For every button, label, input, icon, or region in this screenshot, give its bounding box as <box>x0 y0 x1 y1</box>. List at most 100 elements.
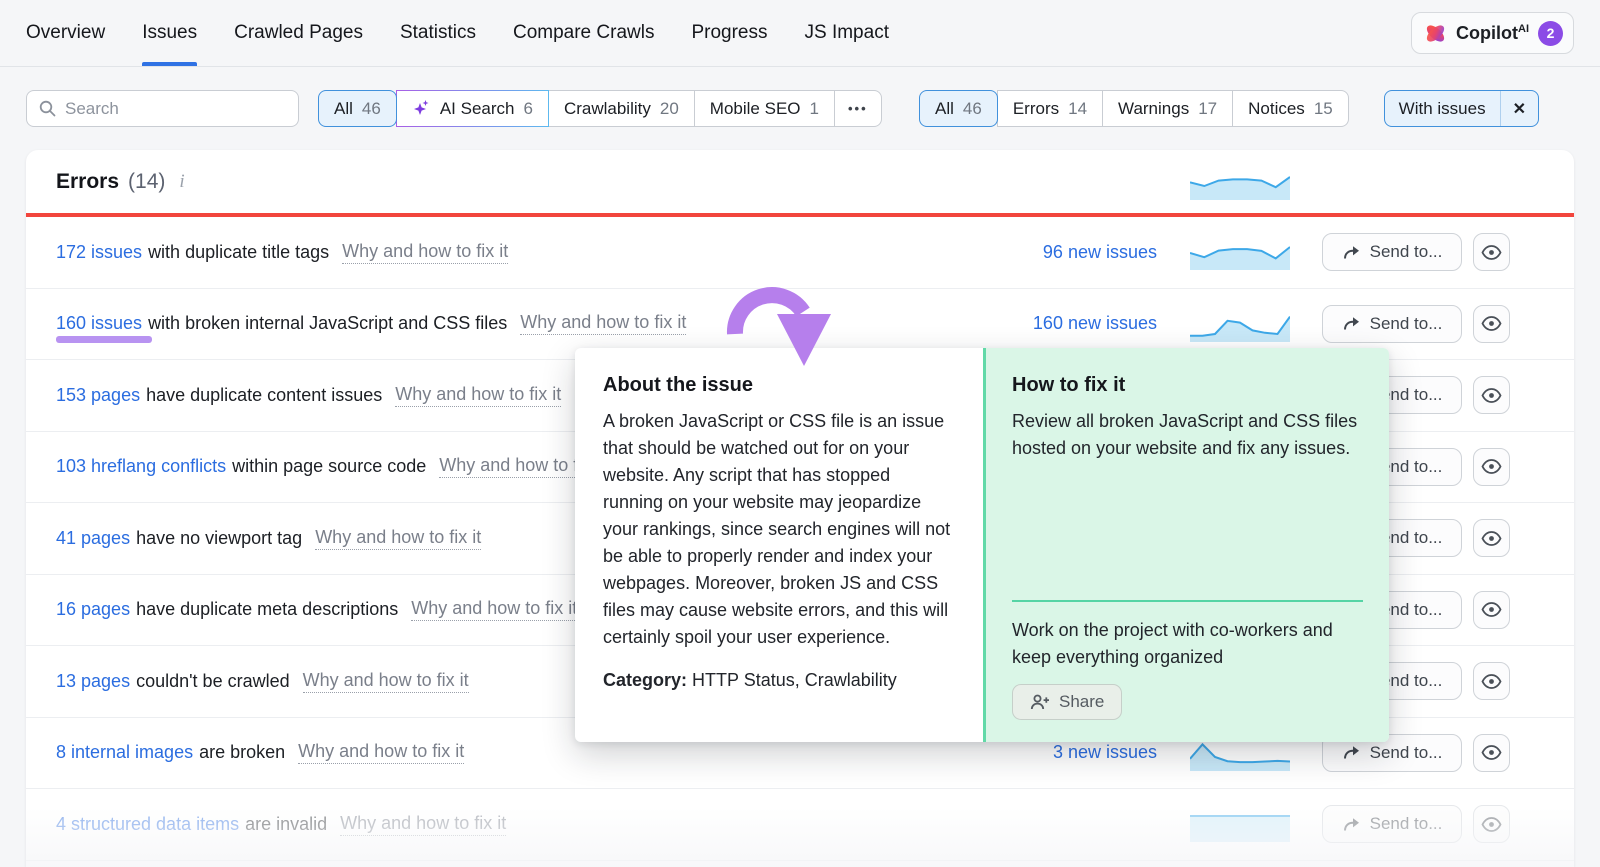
ellipsis-icon: ••• <box>847 101 868 116</box>
filter-mobile-seo[interactable]: Mobile SEO 1 <box>693 90 835 127</box>
issue-description: couldn't be crawled <box>136 670 290 691</box>
fix-title: How to fix it <box>1012 374 1126 396</box>
tab-js-impact[interactable]: JS Impact <box>804 22 889 43</box>
why-how-link[interactable]: Why and how to fix it <box>340 813 507 836</box>
visibility-button[interactable] <box>1473 805 1510 844</box>
tab-overview[interactable]: Overview <box>26 22 106 43</box>
issue-tooltip: About the issue A broken JavaScript or C… <box>575 348 1389 742</box>
visibility-button[interactable] <box>1473 733 1510 772</box>
issue-count-link[interactable]: 8 internal images <box>56 742 194 763</box>
eye-icon <box>1481 459 1502 475</box>
issue-count-link[interactable]: 13 pages <box>56 670 131 691</box>
eye-icon <box>1481 602 1502 618</box>
send-to-button[interactable]: Send to... <box>1322 304 1462 343</box>
why-how-link[interactable]: Why and how to fix it <box>302 670 469 693</box>
category-filter-group: All 46 AI Search 6 Crawlability 20 Mobile S… <box>318 90 882 127</box>
add-person-icon <box>1030 694 1050 710</box>
with-issues-filter[interactable]: With issues ✕ <box>1383 90 1539 127</box>
new-issues-link[interactable]: 160 new issues <box>1032 313 1157 334</box>
forward-arrow-icon <box>1342 817 1361 832</box>
visibility-button[interactable] <box>1473 304 1510 343</box>
forward-arrow-icon <box>1342 245 1361 260</box>
why-how-link[interactable]: Why and how to fix it <box>315 527 482 550</box>
forward-arrow-icon <box>1342 745 1361 760</box>
tab-issues[interactable]: Issues <box>142 0 197 66</box>
tab-crawled-pages[interactable]: Crawled Pages <box>234 22 363 43</box>
visibility-button[interactable] <box>1473 590 1510 629</box>
issue-sparkline <box>1190 315 1290 342</box>
issue-count-link[interactable]: 153 pages <box>56 384 141 405</box>
issue-description: are broken <box>199 742 286 763</box>
eye-icon <box>1481 816 1502 832</box>
filter-errors[interactable]: Errors 14 <box>996 90 1104 127</box>
copilot-button[interactable]: CopilotAI 2 <box>1411 12 1574 54</box>
issue-count-link[interactable]: 4 structured data items <box>56 813 240 834</box>
why-how-link[interactable]: Why and how to fix it <box>395 384 562 407</box>
filter-all-severities[interactable]: All 46 <box>919 90 998 127</box>
why-how-link[interactable]: Why and how to fix it <box>411 598 578 622</box>
errors-title: Errors <box>56 169 120 193</box>
issue-row: 160 issues with broken internal JavaScri… <box>26 289 1574 360</box>
issue-count-link[interactable]: 41 pages <box>56 527 131 548</box>
filter-all-categories[interactable]: All 46 <box>318 90 397 127</box>
issue-description: have duplicate content issues <box>146 384 383 405</box>
top-navigation: Overview Issues Crawled Pages Statistics… <box>0 0 1600 67</box>
issue-count-link[interactable]: 160 issues <box>56 313 143 334</box>
divider <box>1012 600 1363 602</box>
eye-icon <box>1481 530 1502 546</box>
visibility-button[interactable] <box>1473 519 1510 558</box>
issue-description: with duplicate title tags <box>148 241 330 262</box>
errors-count: (14) <box>128 169 166 193</box>
purple-highlight-marker <box>56 335 152 343</box>
issue-count-link[interactable]: 103 hreflang conflicts <box>56 456 227 477</box>
share-promo-text: Work on the project with co-workers and … <box>1012 620 1333 667</box>
issue-row: 8 internal images are broken Why and how… <box>26 718 1574 789</box>
tab-progress[interactable]: Progress <box>691 22 768 43</box>
copilot-logo-icon <box>1424 22 1447 45</box>
issue-sparkline <box>1190 815 1290 842</box>
errors-header: Errors (14) i <box>26 150 1574 213</box>
tab-statistics[interactable]: Statistics <box>399 22 476 43</box>
share-button[interactable]: Share <box>1012 684 1123 720</box>
errors-sparkline <box>1190 176 1290 200</box>
issue-description: have no viewport tag <box>136 527 303 548</box>
issue-description: are invalid <box>245 813 328 834</box>
why-how-link[interactable]: Why and how to fix it <box>520 312 687 336</box>
issue-count-link[interactable]: 172 issues <box>56 241 143 262</box>
why-how-link[interactable]: Why and how to fix it <box>342 241 509 264</box>
visibility-button[interactable] <box>1473 233 1510 272</box>
filter-warnings[interactable]: Warnings 17 <box>1102 90 1234 127</box>
close-icon[interactable]: ✕ <box>1499 91 1538 126</box>
visibility-button[interactable] <box>1473 447 1510 486</box>
issue-row: 172 issues with duplicate title tags Why… <box>26 217 1574 289</box>
why-how-link[interactable]: Why and how to fix it <box>298 741 465 765</box>
eye-icon <box>1481 316 1502 332</box>
eye-icon <box>1481 244 1502 260</box>
category-line: Category: HTTP Status, Crawlability <box>603 670 897 690</box>
eye-icon <box>1481 673 1502 689</box>
new-issues-link[interactable]: 96 new issues <box>1042 241 1157 262</box>
eye-icon <box>1481 745 1502 761</box>
fix-body: Review all broken JavaScript and CSS fil… <box>1012 411 1358 458</box>
send-to-button[interactable]: Send to... <box>1322 233 1462 272</box>
more-filters-button[interactable]: ••• <box>833 90 882 127</box>
tab-compare-crawls[interactable]: Compare Crawls <box>512 22 655 43</box>
search-box[interactable] <box>26 90 299 127</box>
search-input[interactable] <box>65 98 286 119</box>
send-to-button[interactable]: Send to... <box>1322 805 1462 844</box>
about-the-issue-panel: About the issue A broken JavaScript or C… <box>575 348 983 742</box>
visibility-button[interactable] <box>1473 662 1510 701</box>
send-to-button[interactable]: Send to... <box>1322 733 1462 772</box>
info-icon[interactable]: i <box>179 170 185 192</box>
about-body: A broken JavaScript or CSS file is an is… <box>603 411 951 647</box>
visibility-button[interactable] <box>1473 376 1510 415</box>
new-issues-link[interactable]: 3 new issues <box>1052 742 1157 763</box>
filter-crawlability[interactable]: Crawlability 20 <box>547 90 695 127</box>
issue-description: have duplicate meta descriptions <box>136 599 399 620</box>
filter-ai-search[interactable]: AI Search 6 <box>396 90 549 127</box>
why-how-link[interactable]: Why and how to fix it <box>439 455 606 479</box>
issue-count-link[interactable]: 16 pages <box>56 599 131 620</box>
filter-notices[interactable]: Notices 15 <box>1232 90 1349 127</box>
